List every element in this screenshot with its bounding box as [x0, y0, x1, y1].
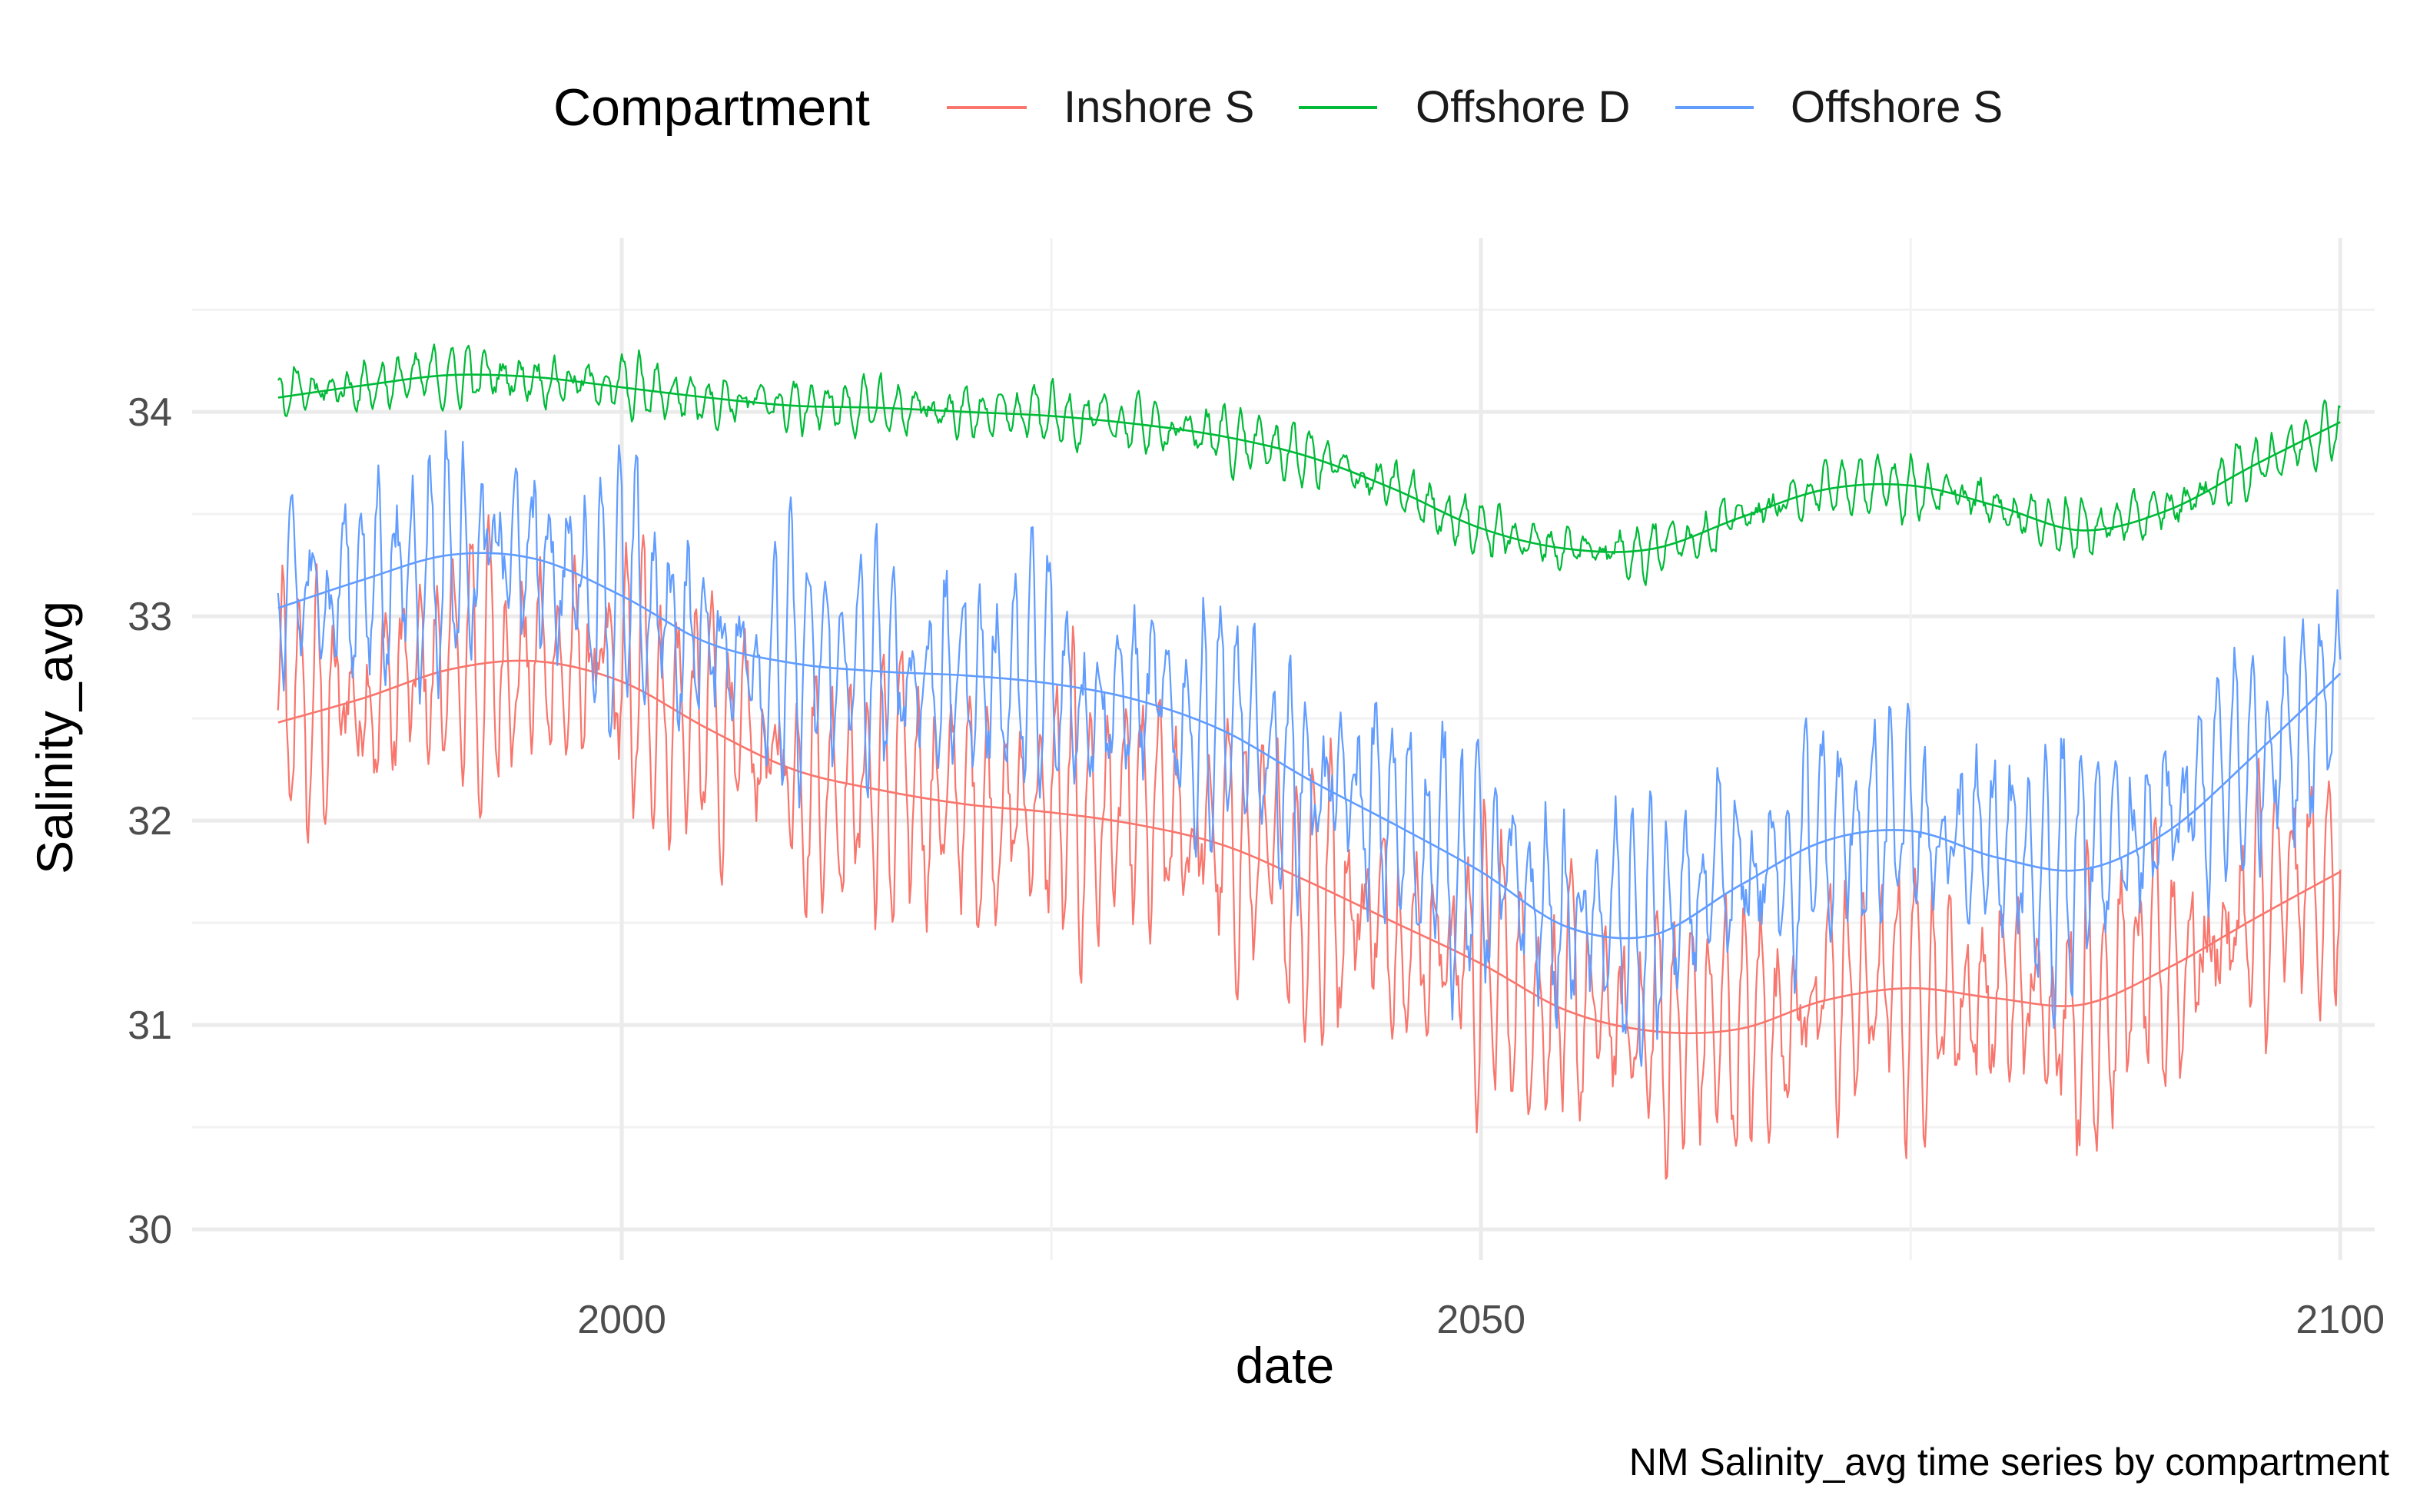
trend-line-offshore-s: [277, 552, 2342, 940]
x-tick-label: 2000: [577, 1298, 666, 1342]
series-layer: [277, 343, 2342, 1180]
legend-title: Compartment: [553, 78, 870, 137]
plot-grid: [192, 238, 2375, 1260]
x-axis-title: date: [1236, 1337, 1334, 1394]
series-line-inshore-s: [277, 514, 2342, 1180]
trend-line-offshore-d: [277, 373, 2341, 553]
x-tick-label: 2100: [2296, 1298, 2385, 1342]
legend: Compartment Inshore S Offshore D Offshor…: [553, 78, 2003, 137]
y-axis-title: Salinity_avg: [26, 601, 83, 874]
series-line-offshore-s: [277, 429, 2342, 1067]
legend-item-inshore-s: Inshore S: [947, 82, 1254, 132]
legend-label-offshore-s: Offshore S: [1791, 82, 2003, 132]
trend-line-inshore-s: [277, 659, 2341, 1035]
y-tick-label: 31: [128, 1003, 172, 1048]
legend-label-offshore-d: Offshore D: [1416, 82, 1630, 132]
y-tick-label: 34: [128, 390, 172, 435]
series-line-offshore-d: [277, 343, 2342, 586]
legend-item-offshore-d: Offshore D: [1299, 82, 1630, 132]
legend-item-offshore-s: Offshore S: [1675, 82, 2003, 132]
y-tick-label: 30: [128, 1208, 172, 1252]
legend-label-inshore-s: Inshore S: [1064, 82, 1254, 132]
y-tick-label: 33: [128, 595, 172, 639]
y-tick-label: 32: [128, 799, 172, 844]
axis-ticks: 2000 2050 2100 30 31 32 33 34: [128, 390, 2385, 1342]
x-tick-label: 2050: [1436, 1298, 1525, 1342]
chart-caption: NM Salinity_avg time series by compartme…: [1629, 1441, 2389, 1484]
